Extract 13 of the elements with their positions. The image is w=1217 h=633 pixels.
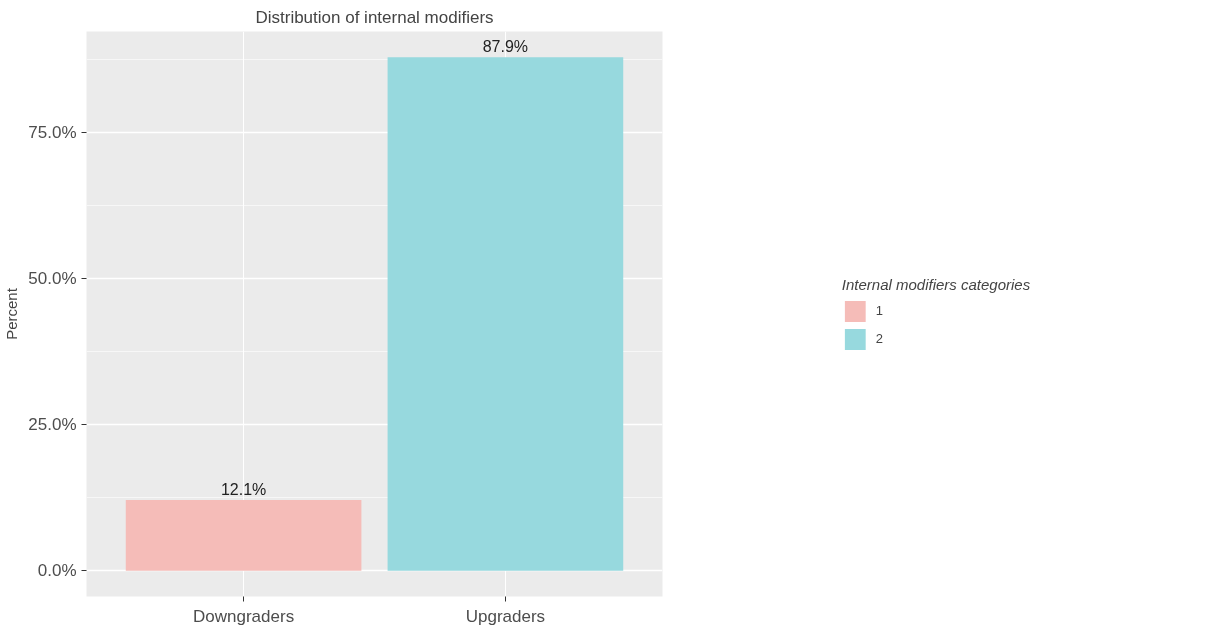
chart-title: Distribution of internal modifiers	[255, 7, 494, 27]
y-axis-title: Percent	[3, 287, 21, 340]
x-tick-label: Upgraders	[465, 606, 546, 626]
y-tick-label: 75.0%	[28, 123, 77, 143]
legend-title: Internal modifiers categories	[841, 275, 1031, 293]
legend-label: 2	[875, 331, 884, 346]
x-tick-label: Downgraders	[193, 606, 295, 626]
data-label: 87.9%	[482, 38, 529, 56]
y-tick-label: 25.0%	[28, 415, 77, 435]
y-tick-label: 0.0%	[37, 561, 77, 581]
data-label: 12.1%	[220, 481, 267, 499]
y-tick-label: 50.0%	[28, 269, 77, 289]
legend-label: 1	[875, 303, 884, 318]
